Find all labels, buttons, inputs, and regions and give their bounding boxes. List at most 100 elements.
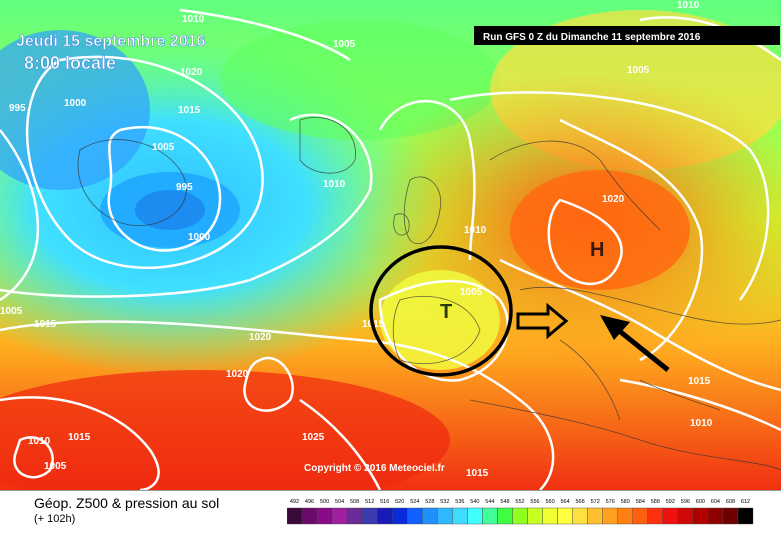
scale-tick-label: 524 — [410, 499, 419, 505]
isobar-label: 1015 — [466, 468, 489, 479]
scale-swatch — [287, 507, 303, 525]
scale-swatch — [677, 507, 693, 525]
isobar-label: 1010 — [182, 14, 205, 25]
footer-subtitle: (+ 102h) — [34, 513, 76, 525]
isobar-label: 1005 — [0, 306, 23, 317]
scale-tick-label: 540 — [470, 499, 479, 505]
scale-swatch — [737, 507, 754, 525]
scale-tick-label: 552 — [515, 499, 524, 505]
scale-tick-label: 612 — [741, 499, 750, 505]
scale-swatch — [407, 507, 423, 525]
scale-swatch — [647, 507, 663, 525]
black-arrow-diagonal — [600, 315, 670, 372]
scale-tick-label: 576 — [606, 499, 615, 505]
scale-swatch — [587, 507, 603, 525]
scale-tick-label: 580 — [621, 499, 630, 505]
scale-swatch — [376, 507, 393, 525]
scale-swatch — [301, 507, 318, 525]
forecast-date: Jeudi 15 septembre 2016 — [16, 33, 206, 50]
scale-tick-label: 508 — [350, 499, 359, 505]
isobar-label: 1005 — [460, 287, 483, 298]
scale-swatch — [557, 507, 573, 525]
scale-tick-label: 572 — [591, 499, 600, 505]
coastlines — [77, 117, 781, 471]
scale-tick-label: 608 — [726, 499, 735, 505]
high-pressure-marker: H — [590, 239, 604, 261]
scale-tick-label: 588 — [651, 499, 660, 505]
scale-swatch — [391, 507, 408, 525]
scale-swatch — [542, 507, 558, 525]
scale-tick-label: 564 — [561, 499, 570, 505]
scale-swatch — [527, 507, 543, 525]
isobar-label: 1020 — [180, 67, 203, 78]
south-red — [0, 370, 450, 490]
isobar-label: 1020 — [249, 332, 272, 343]
isobar-label: 1020 — [226, 369, 249, 380]
scale-swatch — [497, 507, 513, 525]
scale-swatch — [361, 507, 378, 525]
isobar-label: 1010 — [28, 436, 51, 447]
isobars — [0, 8, 781, 490]
scale-swatch — [707, 507, 724, 525]
scale-swatch — [346, 507, 363, 525]
isobar-label: 1000 — [188, 232, 211, 243]
scale-tick-label: 600 — [696, 499, 705, 505]
isobar-label: 1005 — [333, 39, 356, 50]
scale-swatch — [316, 507, 333, 525]
scale-tick-label: 584 — [636, 499, 645, 505]
scale-swatch — [437, 507, 453, 525]
scale-tick-label: 496 — [305, 499, 314, 505]
isobar-label: 1015 — [688, 376, 711, 387]
footer-title: Géop. Z500 & pression au sol — [34, 495, 220, 511]
isobar-label: 995 — [9, 103, 26, 114]
scale-swatch — [452, 507, 468, 525]
isobar-label: 995 — [176, 182, 193, 193]
isobar-label: 1010 — [323, 179, 346, 190]
scale-tick-label: 556 — [530, 499, 539, 505]
scale-tick-label: 548 — [500, 499, 509, 505]
scale-tick-label: 532 — [440, 499, 449, 505]
isobar-label: 1005 — [627, 65, 650, 76]
isobar-label: 1010 — [677, 0, 700, 11]
scale-swatch — [632, 507, 648, 525]
isobar-label: 1015 — [68, 432, 91, 443]
scale-swatch — [617, 507, 633, 525]
scale-tick-label: 604 — [711, 499, 720, 505]
scale-swatch — [692, 507, 709, 525]
copyright: Copyright © 2016 Meteociel.fr — [304, 463, 445, 474]
scale-tick-label: 528 — [425, 499, 434, 505]
scale-tick-label: 516 — [380, 499, 389, 505]
color-scale: 492 496 500 504 508 512 516 520 524 528 532 536 540 5… — [287, 499, 754, 525]
scale-tick-label: 504 — [335, 499, 344, 505]
scale-swatch — [422, 507, 438, 525]
scale-tick-label: 500 — [320, 499, 329, 505]
scale-tick-label: 560 — [546, 499, 555, 505]
isobar-label: 1015 — [178, 105, 201, 116]
scale-swatch — [331, 507, 348, 525]
isobar-label: 1020 — [602, 194, 625, 205]
isobar-label: 1025 — [302, 432, 325, 443]
isobar-label: 1005 — [44, 461, 67, 472]
scale-tick-label: 512 — [365, 499, 374, 505]
hollow-arrow-right — [516, 302, 569, 340]
weather-map: 1010 1005 1020 1015 995 1000 1005 995 10… — [0, 0, 781, 490]
scale-swatch — [467, 507, 483, 525]
forecast-time: 8:00 locale — [24, 53, 116, 73]
isobar-label: 1010 — [690, 418, 713, 429]
scale-swatch — [572, 507, 588, 525]
iberia-yellow — [380, 270, 500, 370]
scale-tick-label: 592 — [666, 499, 675, 505]
low-pressure-circle — [369, 245, 513, 377]
scale-swatch — [482, 507, 498, 525]
scale-tick-label: 536 — [455, 499, 464, 505]
scale-swatch — [512, 507, 528, 525]
scale-swatch — [722, 507, 739, 525]
run-label: Run GFS 0 Z du Dimanche 11 septembre 201… — [483, 32, 701, 43]
scale-tick-label: 544 — [485, 499, 494, 505]
scale-tick-label: 568 — [576, 499, 585, 505]
hot-core — [510, 170, 690, 290]
run-label-box — [474, 26, 780, 45]
scale-tick-label: 520 — [395, 499, 404, 505]
isobar-label: 1010 — [464, 225, 487, 236]
isobar-label: 1015 — [34, 319, 57, 330]
